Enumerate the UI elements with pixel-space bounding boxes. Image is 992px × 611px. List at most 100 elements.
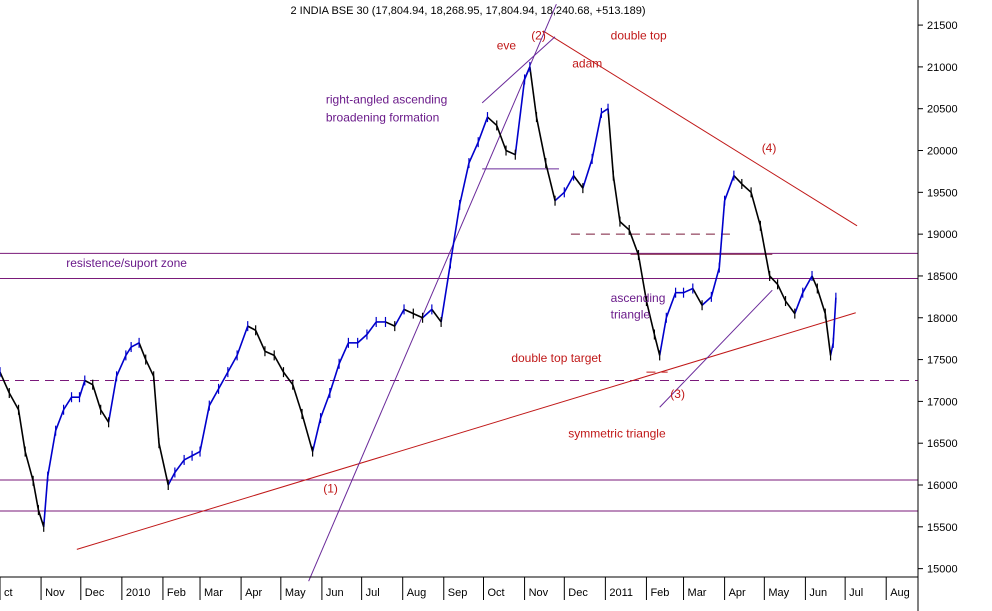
price-segment (477, 116, 489, 143)
y-tick-label: 16000 (927, 480, 958, 492)
price-segment (115, 355, 127, 377)
x-tick-label: Dec (85, 587, 105, 599)
axes: 15000 15500 16000 16500 17000 17500 18000 18500… (0, 0, 958, 611)
price-segment (329, 363, 340, 394)
x-tick-label: Jul (849, 587, 863, 599)
price-segment (529, 66, 538, 118)
price-segment (264, 350, 275, 357)
price-segment (637, 254, 648, 302)
trendline (542, 30, 858, 227)
price-segment (0, 371, 11, 394)
trendline (76, 312, 856, 550)
trendlines (76, 3, 858, 582)
price-segment (619, 221, 630, 231)
annotation-label: (2) (531, 28, 546, 42)
annotations: eve (2) double top adam right-angled ascendi… (66, 28, 776, 495)
price-segment (554, 191, 565, 202)
price-segment (468, 141, 479, 164)
price-segment (208, 388, 220, 406)
price-segment (750, 192, 762, 226)
price-segment (32, 480, 40, 511)
y-tick-label: 21000 (927, 62, 958, 74)
price-segment (236, 325, 249, 356)
x-tick-label: ct (4, 587, 13, 599)
price-segment (174, 459, 185, 473)
price-segment (591, 112, 603, 160)
price-segment (42, 476, 49, 527)
y-tick-label: 21500 (927, 20, 958, 32)
price-segment (505, 149, 516, 156)
annotation-label: adam (572, 57, 602, 71)
price-series (0, 61, 837, 532)
price-segment (273, 355, 285, 373)
price-segment (84, 379, 94, 386)
trendline (481, 36, 556, 104)
price-segment (338, 342, 350, 365)
price-segment (247, 325, 257, 332)
annotation-label: resistence/suport zone (66, 256, 187, 270)
x-tick-label: Sep (448, 587, 468, 599)
price-segment (794, 292, 804, 314)
price-segment (254, 329, 266, 352)
price-segment (125, 346, 132, 356)
price-segment (683, 287, 694, 294)
x-tick-label: Feb (650, 587, 669, 599)
price-segment (784, 300, 796, 315)
x-tick-label: Dec (568, 587, 588, 599)
price-segment (54, 409, 65, 431)
price-segment (17, 409, 26, 452)
x-tick-label: 2010 (126, 587, 150, 599)
price-segment (832, 297, 837, 343)
x-tick-label: 2011 (609, 587, 633, 599)
price-segment (282, 371, 294, 386)
price-segment (741, 183, 752, 193)
price-segment (769, 275, 779, 285)
price-segment (167, 472, 176, 486)
price-segment (607, 108, 615, 176)
y-tick-label: 17000 (927, 396, 958, 408)
trendline (659, 289, 773, 408)
price-segment (816, 288, 827, 314)
price-segment (811, 275, 819, 289)
y-tick-label: 19000 (927, 229, 958, 241)
price-segment (107, 376, 118, 423)
x-tick-label: May (768, 587, 789, 599)
y-tick-label: 17500 (927, 355, 958, 367)
price-segment (78, 380, 86, 398)
x-tick-label: Aug (890, 587, 910, 599)
y-tick-label: 18000 (927, 313, 958, 325)
price-segment (449, 204, 461, 264)
x-tick-label: Jun (809, 587, 827, 599)
price-segment (319, 392, 331, 419)
price-segment (394, 309, 405, 327)
annotation-label: ascending (611, 291, 666, 305)
x-tick-label: Nov (45, 587, 65, 599)
x-tick-label: Aug (407, 587, 427, 599)
price-segment (563, 175, 575, 193)
price-segment (733, 175, 743, 185)
y-tick-label: 15000 (927, 564, 958, 576)
y-tick-label: 16500 (927, 438, 958, 450)
price-segment (692, 288, 703, 306)
price-segment (776, 283, 787, 302)
y-tick-label: 20500 (927, 104, 958, 116)
x-tick-label: May (285, 587, 306, 599)
price-segment (628, 229, 640, 256)
price-segment (710, 267, 721, 298)
price-segment (311, 417, 322, 452)
price-segment (403, 308, 414, 315)
price-segment (802, 275, 813, 294)
price-segment (130, 342, 140, 348)
price-segment (191, 450, 201, 457)
price-segment (544, 162, 556, 201)
price-segment (440, 263, 452, 323)
price-segment (37, 509, 45, 528)
price-segment (91, 384, 102, 410)
price-segment (385, 321, 396, 327)
price-segment (8, 392, 20, 411)
annotation-label: right-angled ascending (326, 93, 447, 107)
price-segment (144, 359, 155, 377)
price-segment (535, 116, 547, 164)
price-segment (718, 200, 726, 268)
x-tick-label: Mar (688, 587, 707, 599)
